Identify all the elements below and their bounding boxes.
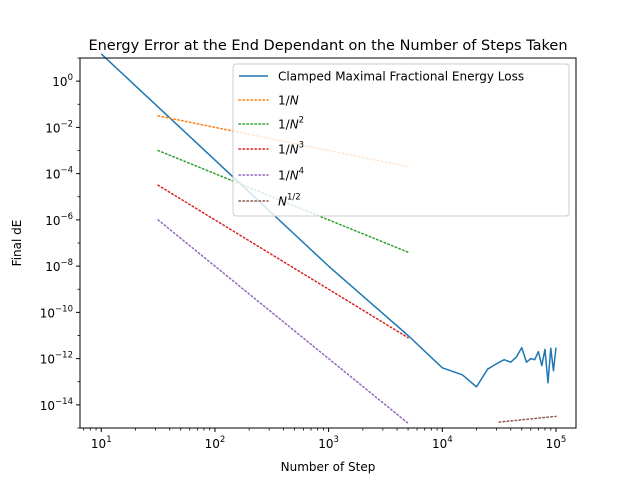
y-tick-label: 10−10 xyxy=(40,304,73,320)
legend-label-4: 1/N4 xyxy=(278,167,304,183)
legend-label-3: 1/N3 xyxy=(278,141,304,157)
y-tick-label: 10−4 xyxy=(45,166,73,182)
x-tick-label: 103 xyxy=(318,435,339,451)
y-tick-label: 10−2 xyxy=(45,119,73,135)
legend-label-5: N1/2 xyxy=(278,193,301,209)
y-axis-label: Final dE xyxy=(10,220,24,267)
chart-title: Energy Error at the End Dependant on the… xyxy=(88,38,567,54)
x-tick-label: 101 xyxy=(91,435,112,451)
series-line-4 xyxy=(157,219,409,425)
x-axis: 101 102 103 104 105 xyxy=(83,428,567,451)
series-line-3 xyxy=(157,184,409,339)
y-tick-label: 10−12 xyxy=(40,351,73,367)
y-tick-label: 10−6 xyxy=(45,212,73,228)
x-tick-label: 105 xyxy=(546,435,567,451)
legend-label-1: 1/N xyxy=(278,94,299,108)
x-tick-label: 102 xyxy=(205,435,226,451)
series-line-5 xyxy=(498,415,557,423)
legend-label-2: 1/N2 xyxy=(278,116,304,132)
y-tick-label: 100 xyxy=(52,73,73,89)
y-tick-label: 10−14 xyxy=(40,397,73,413)
series-line-0 xyxy=(100,53,557,388)
x-tick-label: 104 xyxy=(432,435,453,451)
x-axis-label: Number of Step xyxy=(281,460,376,474)
y-axis: 100 10−2 10−4 10−6 10−8 10−10 10−12 10−14 xyxy=(40,57,80,429)
legend-box xyxy=(232,63,570,217)
legend-label-0: Clamped Maximal Fractional Energy Loss xyxy=(278,70,524,84)
y-tick-label: 10−8 xyxy=(45,258,73,274)
legend: Clamped Maximal Fractional Energy Loss 1/… xyxy=(232,63,570,217)
series-line-2 xyxy=(157,149,409,253)
